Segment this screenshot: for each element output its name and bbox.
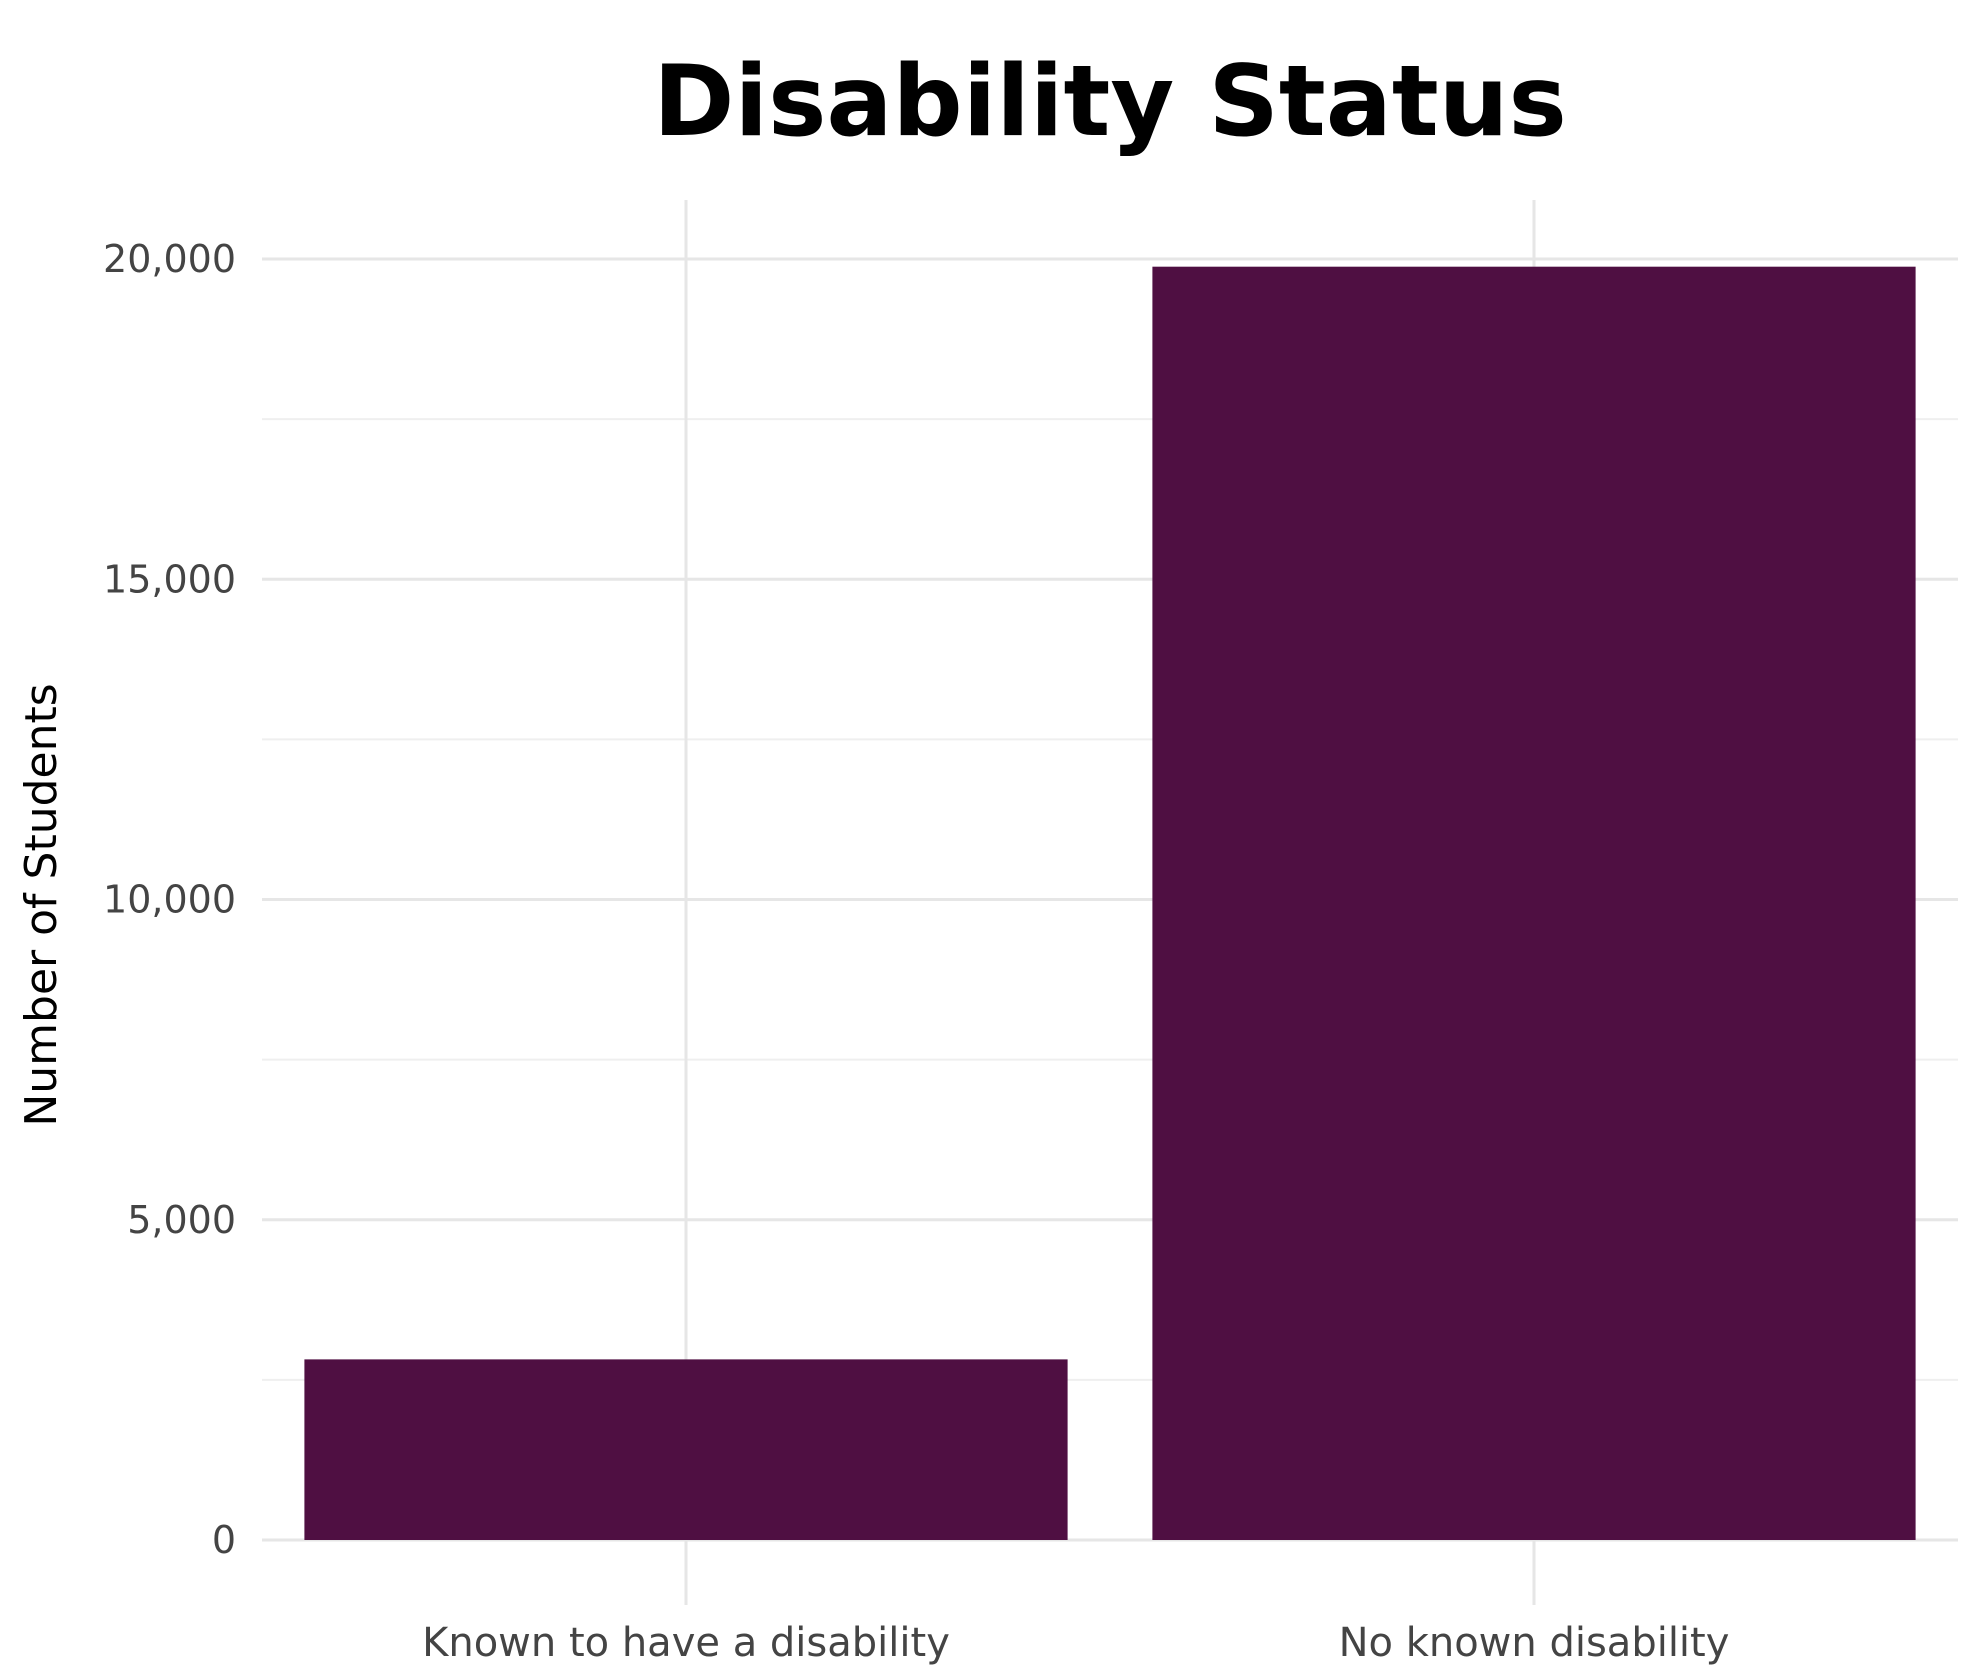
bar — [304, 1359, 1068, 1540]
x-axis-ticks: Known to have a disability No known disab… — [422, 1620, 1729, 1666]
x-tick-label: No known disability — [1339, 1620, 1730, 1666]
y-tick-label: 5,000 — [127, 1198, 236, 1242]
y-tick-label: 20,000 — [103, 237, 236, 281]
x-tick-label: Known to have a disability — [422, 1620, 950, 1666]
y-tick-label: 0 — [212, 1518, 236, 1562]
y-axis-label: Number of Students — [16, 683, 67, 1126]
chart-title: Disability Status — [653, 45, 1567, 159]
y-tick-label: 15,000 — [103, 557, 236, 601]
bars — [304, 266, 1916, 1540]
bar — [1152, 266, 1916, 1540]
y-axis-ticks: 0 5,000 10,000 15,000 20,000 — [103, 237, 236, 1562]
y-tick-label: 10,000 — [103, 878, 236, 922]
